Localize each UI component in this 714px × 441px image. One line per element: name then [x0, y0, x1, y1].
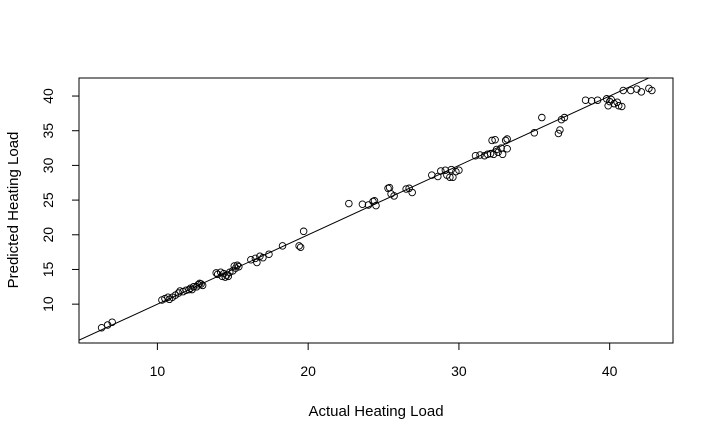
data-point — [370, 197, 379, 205]
y-tick-label: 25 — [40, 192, 56, 208]
data-point — [434, 172, 442, 181]
x-tick-label: 10 — [150, 363, 166, 379]
data-point — [538, 113, 546, 122]
data-point — [182, 286, 190, 295]
data-point — [358, 200, 367, 209]
data-point — [627, 86, 635, 95]
data-point — [390, 192, 398, 200]
data-point — [97, 323, 106, 332]
data-point — [587, 97, 596, 105]
y-axis: 10 15 20 25 30 35 40 — [40, 88, 80, 312]
data-point — [637, 88, 646, 96]
y-axis-title: Predicted Heating Load — [5, 132, 22, 289]
x-tick-label: 30 — [451, 363, 467, 379]
data-point — [581, 96, 590, 104]
data-point — [498, 150, 507, 159]
data-point — [299, 227, 308, 236]
data-point — [530, 129, 539, 137]
data-point — [296, 243, 305, 252]
data-point — [503, 135, 511, 143]
data-point — [446, 173, 454, 181]
y-tick-label: 15 — [40, 261, 56, 277]
data-point — [108, 318, 116, 326]
data-point — [259, 253, 267, 262]
data-point — [198, 281, 207, 290]
data-point — [447, 165, 456, 174]
data-point — [476, 151, 484, 159]
data-point — [483, 150, 492, 159]
data-point — [253, 258, 261, 267]
data-point — [224, 272, 233, 281]
data-point — [194, 280, 202, 289]
data-point — [648, 86, 656, 95]
data-point — [593, 96, 602, 104]
plot-frame — [78, 77, 674, 344]
x-axis-title: Actual Heating Load — [308, 403, 443, 420]
x-tick-label: 40 — [602, 363, 618, 379]
data-point — [247, 256, 255, 264]
data-point — [189, 283, 198, 291]
data-point — [503, 145, 511, 153]
data-point — [235, 262, 243, 271]
data-point — [278, 242, 287, 250]
data-point — [605, 97, 614, 106]
data-point — [295, 242, 303, 250]
x-axis: 10 20 30 40 — [150, 342, 618, 379]
data-point — [614, 101, 623, 110]
data-point — [212, 269, 220, 277]
data-point — [556, 126, 564, 134]
data-point — [230, 262, 239, 270]
data-point — [619, 86, 627, 95]
data-point — [402, 185, 410, 193]
data-point — [164, 293, 172, 301]
data-point — [560, 113, 569, 122]
data-point — [471, 151, 480, 160]
data-point — [488, 136, 496, 145]
data-point — [441, 166, 450, 175]
data-point — [455, 166, 463, 175]
x-tick-label: 20 — [300, 363, 316, 379]
data-point — [372, 201, 380, 210]
y-tick-label: 30 — [40, 157, 56, 173]
data-points — [97, 84, 656, 332]
y-tick-label: 35 — [40, 123, 56, 139]
y-tick-label: 20 — [40, 227, 56, 243]
data-point — [486, 149, 495, 158]
y-tick-label: 40 — [40, 88, 56, 104]
data-point — [437, 167, 445, 175]
data-point — [491, 135, 499, 144]
data-point — [176, 287, 184, 295]
data-point — [617, 102, 626, 111]
data-point — [501, 136, 510, 145]
data-point — [408, 188, 416, 197]
data-point — [613, 98, 621, 107]
data-point — [233, 261, 242, 270]
y-tick-label: 10 — [40, 296, 56, 312]
data-point — [251, 254, 260, 263]
data-point — [554, 129, 563, 138]
data-point — [197, 280, 205, 288]
data-point — [174, 289, 183, 297]
data-point — [345, 199, 353, 208]
data-point — [221, 273, 229, 281]
data-point — [449, 173, 457, 181]
data-point — [265, 250, 273, 258]
